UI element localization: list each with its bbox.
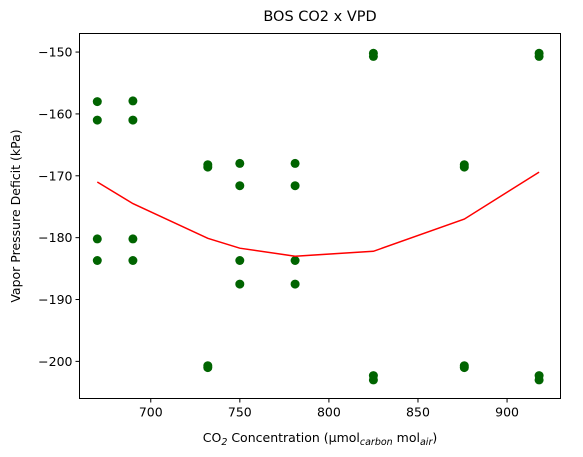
data-point: [203, 363, 213, 373]
y-tick-label: −180: [38, 230, 72, 245]
data-point: [290, 256, 300, 265]
y-tick-label: −170: [38, 168, 72, 183]
y-tick-label: −160: [38, 106, 72, 121]
data-point: [92, 256, 102, 265]
x-axis-label: CO2 Concentration (µmolcarbon molair): [203, 430, 438, 448]
plot-area: [92, 48, 544, 385]
data-point: [203, 162, 213, 172]
data-point: [368, 51, 378, 61]
data-point: [92, 97, 102, 107]
x-tick-label: 700: [139, 405, 163, 420]
y-tick-label: −190: [38, 292, 72, 307]
data-point: [534, 375, 544, 385]
data-point: [128, 256, 138, 265]
data-point: [92, 115, 102, 125]
data-point: [128, 96, 138, 106]
plot-frame: [79, 33, 561, 399]
data-point: [235, 181, 245, 191]
y-tick-label: −200: [38, 354, 72, 369]
x-tick-label: 900: [495, 405, 519, 420]
data-point: [128, 234, 138, 244]
data-point: [459, 363, 469, 373]
data-point: [290, 279, 300, 289]
data-point: [128, 115, 138, 125]
data-point: [235, 158, 245, 168]
chart-title: BOS CO2 x VPD: [263, 9, 376, 25]
data-point: [290, 181, 300, 191]
data-point: [235, 256, 245, 265]
data-point: [368, 375, 378, 385]
y-axis: −150 −160 −170 −180 −190 −200: [38, 45, 80, 369]
data-point: [92, 234, 102, 244]
data-point: [235, 279, 245, 289]
x-axis: 700 750 800 850 900: [139, 398, 519, 420]
data-point: [534, 51, 544, 61]
x-tick-label: 850: [406, 405, 430, 420]
data-point: [459, 162, 469, 172]
y-axis-label: Vapor Pressure Deficit (kPa): [8, 129, 23, 302]
x-tick-label: 800: [317, 405, 341, 420]
y-tick-label: −150: [38, 45, 72, 60]
x-tick-label: 750: [228, 405, 252, 420]
data-point: [290, 158, 300, 168]
trend-line: [96, 171, 540, 257]
